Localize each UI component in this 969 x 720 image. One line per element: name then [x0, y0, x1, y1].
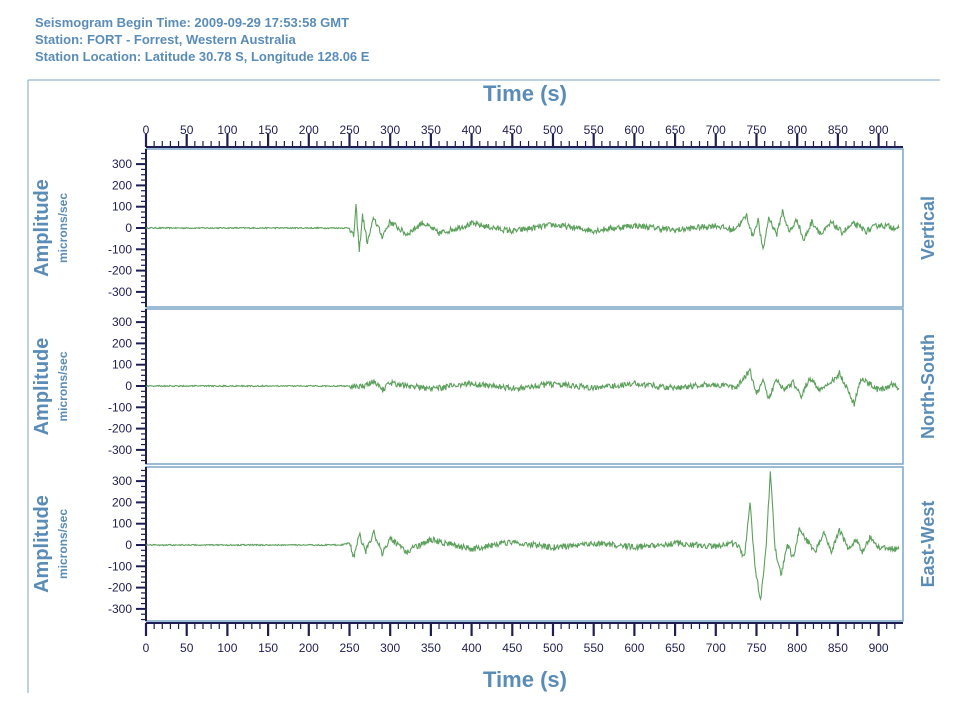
y-axis-title: Amplitude: [31, 338, 53, 436]
y-tick-label: -300: [108, 443, 132, 457]
y-tick-label: -300: [108, 285, 132, 299]
x-bottom-tick-label: 350: [421, 641, 441, 655]
y-tick-label: 300: [112, 474, 132, 488]
panel-north-south: -300 -200 -100 0 100 200 300 Amplitude microns/s…: [31, 308, 938, 465]
x-bottom-tick-label: 750: [746, 641, 766, 655]
x-top-tick-label: 0: [143, 123, 150, 137]
x-bottom-tick-label: 300: [380, 641, 400, 655]
x-top-tick-label: 750: [746, 123, 766, 137]
x-bottom-tick-label: 900: [869, 641, 889, 655]
y-tick-label: 100: [112, 358, 132, 372]
y-tick-label: -100: [108, 242, 132, 256]
x-bottom-tick-label: 650: [665, 641, 685, 655]
panel-east-west: -300 -200 -100 0 100 200 300 Amplitude microns/s…: [31, 466, 938, 622]
y-tick-label: 0: [125, 538, 132, 552]
x-top-tick-label: 600: [624, 123, 644, 137]
seismogram-header: Seismogram Begin Time: 2009-09-29 17:53:…: [35, 14, 369, 65]
y-tick-label: 100: [112, 517, 132, 531]
y-tick-label: 300: [112, 157, 132, 171]
x-axis-bottom: 0 50 100 150 200 250 300 350 400 450 500 550 600 650 7…: [143, 622, 903, 655]
x-bottom-tick-label: 550: [584, 641, 604, 655]
y-tick-label: -300: [108, 602, 132, 616]
x-bottom-tick-label: 250: [339, 641, 359, 655]
y-tick-label: 0: [125, 221, 132, 235]
x-bottom-tick-label: 400: [462, 641, 482, 655]
x-bottom-tick-label: 150: [258, 641, 278, 655]
x-bottom-tick-label: 500: [543, 641, 563, 655]
x-top-tick-label: 250: [339, 123, 359, 137]
y-axis-unit: microns/sec: [56, 509, 70, 579]
y-tick-label: -100: [108, 400, 132, 414]
x-bottom-tick-label: 0: [143, 641, 150, 655]
station-location-label: Station Location: Latitude 30.78 S, Long…: [35, 49, 370, 64]
y-axis-title: Amplitude: [31, 179, 53, 277]
x-bottom-tick-label: 700: [706, 641, 726, 655]
y-tick-label: -200: [108, 581, 132, 595]
x-top-tick-label: 900: [869, 123, 889, 137]
y-tick-label: -200: [108, 422, 132, 436]
x-top-tick-label: 700: [706, 123, 726, 137]
panel-name: East-West: [918, 501, 938, 588]
y-axis-unit: microns/sec: [56, 351, 70, 421]
station-label: Station: FORT - Forrest, Western Austral…: [35, 32, 296, 47]
panel-name: North-South: [918, 334, 938, 439]
x-top-tick-label: 100: [217, 123, 237, 137]
y-tick-label: 100: [112, 200, 132, 214]
trace-line: [145, 204, 900, 253]
x-top-tick-label: 200: [299, 123, 319, 137]
y-tick-label: -100: [108, 559, 132, 573]
y-tick-label: 200: [112, 178, 132, 192]
x-axis-title-bottom: Time (s): [483, 667, 567, 692]
x-top-tick-label: 150: [258, 123, 278, 137]
x-bottom-tick-label: 450: [502, 641, 522, 655]
y-axis-unit: microns/sec: [56, 193, 70, 263]
x-top-tick-label: 650: [665, 123, 685, 137]
x-top-tick-label: 400: [462, 123, 482, 137]
x-top-tick-label: 800: [787, 123, 807, 137]
x-top-tick-label: 500: [543, 123, 563, 137]
y-tick-label: 0: [125, 379, 132, 393]
x-top-tick-label: 850: [828, 123, 848, 137]
trace-line: [145, 471, 900, 602]
x-top-tick-label: 300: [380, 123, 400, 137]
x-axis-top: 0 50 100 150 200 250 300 350 400 450 500 550 600 650 7…: [143, 123, 903, 148]
begin-time-label: Seismogram Begin Time: 2009-09-29 17:53:…: [35, 15, 350, 30]
x-bottom-tick-label: 100: [217, 641, 237, 655]
y-axis-title: Amplitude: [31, 495, 53, 593]
x-bottom-tick-label: 800: [787, 641, 807, 655]
trace-line: [145, 367, 900, 407]
x-axis-title-top: Time (s): [483, 81, 567, 106]
panel-vertical: -300 -200 -100 0 100 200 300 Amplitude microns/s…: [31, 148, 938, 308]
x-bottom-tick-label: 600: [624, 641, 644, 655]
x-bottom-tick-label: 50: [180, 641, 194, 655]
x-bottom-tick-label: 850: [828, 641, 848, 655]
x-bottom-tick-label: 200: [299, 641, 319, 655]
x-top-tick-label: 450: [502, 123, 522, 137]
y-tick-label: 300: [112, 315, 132, 329]
x-top-tick-label: 350: [421, 123, 441, 137]
y-tick-label: 200: [112, 495, 132, 509]
panel-name: Vertical: [918, 196, 938, 260]
y-tick-label: -200: [108, 264, 132, 278]
x-top-tick-label: 550: [584, 123, 604, 137]
x-top-tick-label: 50: [180, 123, 194, 137]
y-tick-label: 200: [112, 336, 132, 350]
